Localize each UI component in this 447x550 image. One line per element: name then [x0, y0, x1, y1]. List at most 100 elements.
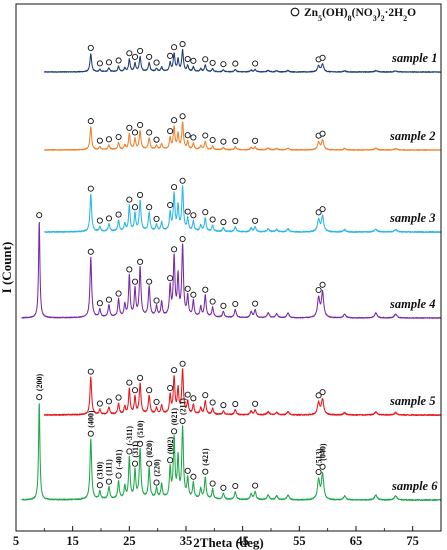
- peak-marker-2-4: [126, 124, 133, 131]
- peak-marker-4-2: [96, 300, 103, 307]
- sample-labels: sample 1 sample 2 sample 3 sample 4 sample 5…: [389, 51, 438, 493]
- peak-marker-5-19: [315, 392, 322, 399]
- peak-marker-5-6: [137, 374, 144, 381]
- peak-marker-4-5: [126, 266, 133, 273]
- peak-marker-4-11: [171, 246, 178, 253]
- peak-marker-2-20: [319, 130, 326, 137]
- legend-label: Zn5(OH)8(NO3)2·2H2O: [304, 7, 416, 23]
- peak-marker-5-1: [96, 400, 103, 407]
- x-tick-label-0: 5: [13, 534, 19, 548]
- peak-marker-4-7: [137, 258, 144, 265]
- peak-marker-2-8: [153, 136, 160, 143]
- x-tick-label-6: 65: [350, 534, 363, 548]
- peak-marker-3-16: [220, 219, 227, 226]
- peak-marker-2-11: [179, 113, 186, 120]
- peak-marker-5-13: [190, 395, 197, 402]
- peak-marker-5-15: [209, 399, 216, 406]
- peak-marker-3-15: [209, 216, 216, 223]
- legend: Zn5(OH)8(NO3)2·2H2O: [290, 7, 416, 23]
- peak-marker-4-9: [153, 297, 160, 304]
- x-tick-label-2: 25: [123, 534, 136, 548]
- peak-marker-4-6: [131, 278, 139, 285]
- x-tick-label-1: 15: [66, 534, 79, 548]
- peak-marker-4-16: [209, 298, 216, 305]
- hkl-label-8: (020): [145, 440, 154, 458]
- peak-marker-4-1: [87, 248, 94, 255]
- peak-marker-2-0: [87, 118, 94, 125]
- peak-marker-3-3: [115, 211, 122, 218]
- peak-marker-2-17: [232, 137, 239, 145]
- series-line-1: [43, 48, 442, 73]
- x-tick-label-3: 35: [180, 534, 193, 548]
- peak-marker-3-10: [171, 184, 178, 191]
- peak-marker-4-13: [184, 285, 191, 292]
- peak-marker-5-9: [167, 384, 174, 392]
- peak-marker-6-13: [184, 467, 191, 474]
- peak-marker-6-19: [252, 482, 259, 489]
- peak-marker-1-7: [146, 53, 153, 60]
- peak-marker-5-0: [87, 368, 94, 375]
- peak-marker-1-1: [96, 60, 103, 67]
- hkl-label-7: (510): [136, 420, 145, 438]
- peak-marker-1-3: [115, 57, 122, 64]
- sample-label-2: sample 2: [389, 129, 435, 143]
- peak-marker-1-11: [179, 41, 186, 48]
- peak-marker-2-18: [252, 137, 259, 144]
- peak-marker-3-1: [96, 217, 103, 224]
- hkl-label-15: (040): [318, 443, 327, 461]
- peak-marker-1-17: [232, 60, 239, 67]
- x-tick-label-7: 75: [406, 534, 419, 548]
- hkl-label-4: (-401): [114, 449, 123, 469]
- peak-marker-2-10: [171, 117, 178, 124]
- sample-label-4: sample 4: [389, 297, 435, 311]
- peak-marker-2-16: [220, 138, 227, 145]
- peak-marker-3-12: [184, 208, 191, 215]
- peak-marker-4-15: [202, 286, 209, 293]
- peak-marker-1-5: [131, 53, 139, 60]
- peak-marker-3-9: [167, 201, 174, 209]
- peak-marker-1-2: [105, 59, 112, 66]
- hkl-label-11: (021): [170, 408, 179, 426]
- peak-marker-6-2: [96, 482, 103, 489]
- peak-marker-6-8: [146, 460, 153, 467]
- peak-marker-6-15: [202, 468, 209, 475]
- peak-marker-3-7: [146, 204, 153, 211]
- peak-marker-4-19: [252, 300, 259, 307]
- peak-marker-4-10: [167, 275, 174, 282]
- peak-marker-2-14: [202, 132, 209, 139]
- peak-marker-5-14: [202, 392, 209, 399]
- peak-marker-1-18: [252, 60, 259, 67]
- peak-marker-2-15: [209, 136, 216, 144]
- peak-marker-5-2: [105, 398, 112, 405]
- hkl-label-3: (111): [105, 459, 114, 476]
- peak-marker-5-7: [146, 387, 153, 394]
- peak-marker-6-14: [190, 473, 197, 480]
- series-group: [21, 48, 442, 502]
- peak-marker-5-4: [126, 379, 133, 386]
- hkl-label-0: (200): [35, 373, 44, 391]
- series-line-3: [43, 185, 442, 234]
- peak-marker-1-13: [190, 57, 197, 64]
- peak-marker-4-21: [319, 281, 326, 288]
- peak-marker-2-7: [146, 129, 153, 136]
- peak-marker-6-1: [87, 430, 94, 437]
- sample-label-5: sample 5: [389, 394, 435, 408]
- peak-marker-1-20: [319, 54, 326, 61]
- peak-marker-3-0: [87, 185, 94, 192]
- peak-marker-6-10: [167, 457, 174, 464]
- series-line-4: [21, 221, 442, 319]
- hkl-label-9: (220): [152, 459, 161, 477]
- legend-marker: [290, 7, 300, 17]
- peak-marker-3-4: [126, 196, 133, 203]
- peak-marker-6-4: [115, 472, 122, 479]
- x-tick-label-5: 55: [293, 534, 306, 548]
- hkl-label-13: (421): [201, 448, 210, 466]
- peak-marker-1-4: [126, 50, 133, 57]
- peak-marker-6-12: [179, 417, 186, 425]
- hkl-label-14: (513): [314, 448, 323, 466]
- hkl-labels: (200) (400) (310) (111) (-401)(-311)(311) (51…: [35, 373, 327, 479]
- sample-label-1: sample 1: [391, 51, 437, 65]
- peak-marker-5-11: [179, 360, 186, 367]
- peak-marker-6-7: [137, 440, 144, 447]
- y-axis-label: I (Count): [0, 242, 14, 294]
